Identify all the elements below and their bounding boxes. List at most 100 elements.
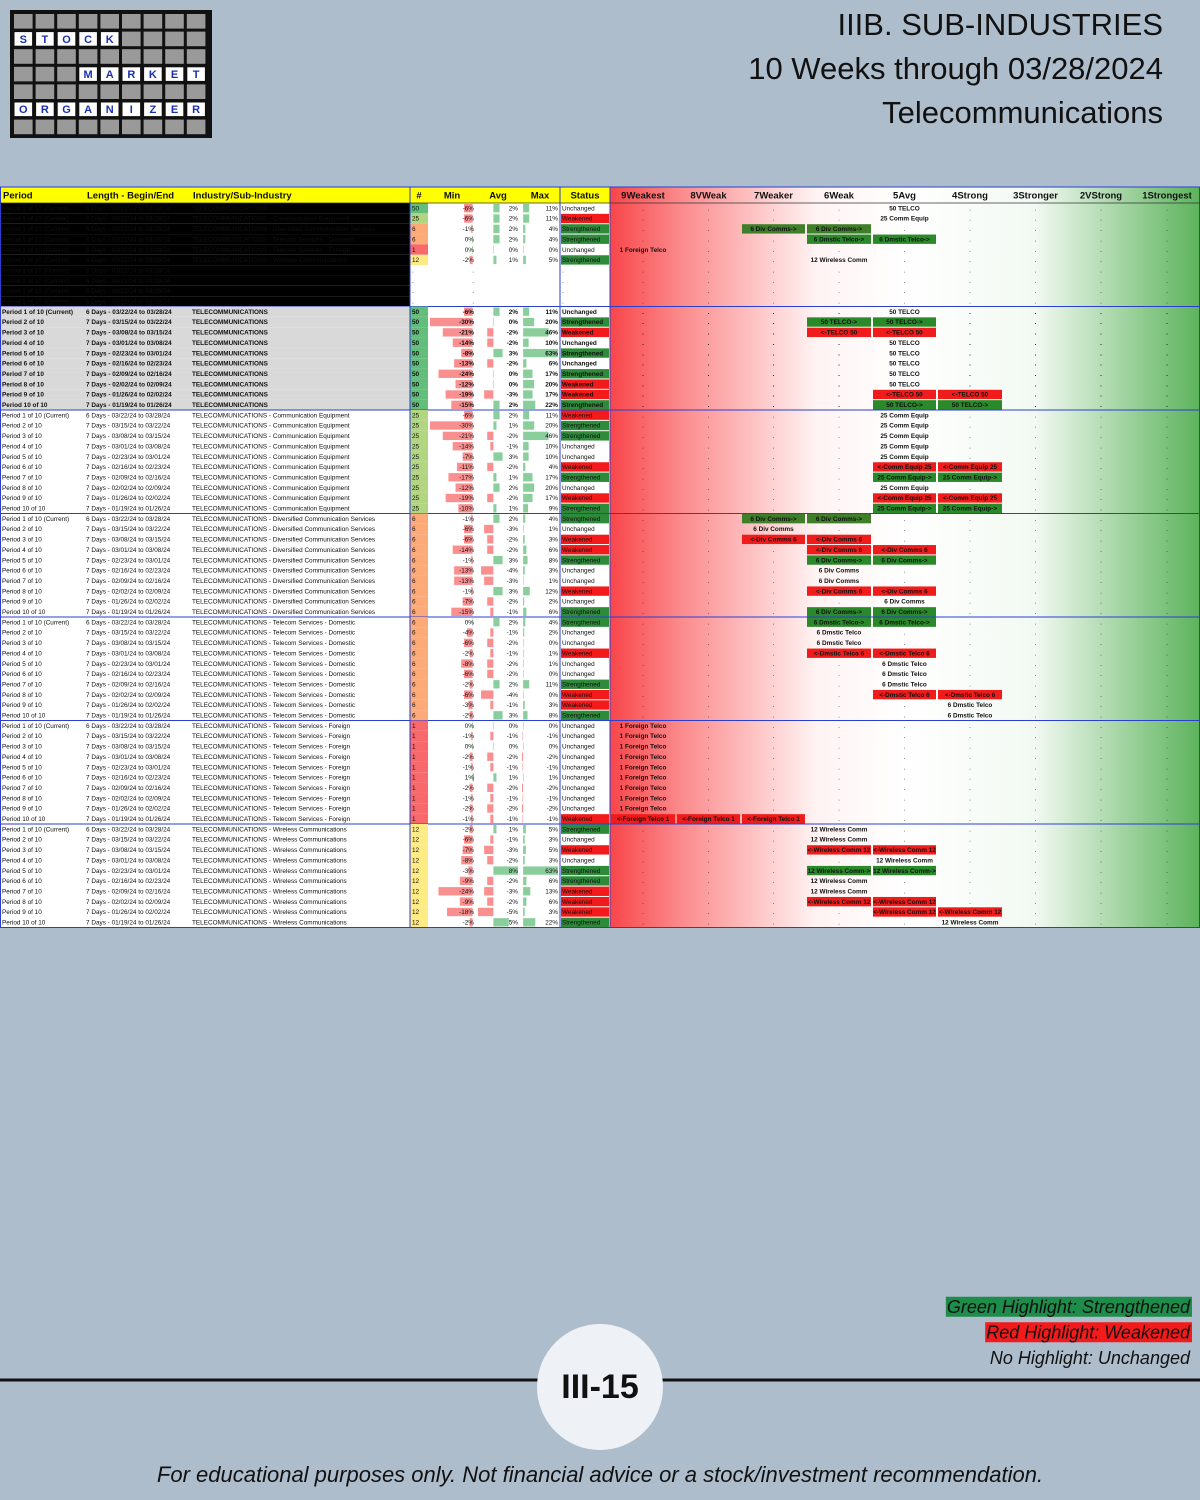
table-cell: .	[1166, 578, 1168, 585]
logo-letter: O	[19, 104, 28, 116]
table-cell: -13%	[459, 568, 474, 575]
table-cell: .	[1166, 267, 1168, 274]
data-bar	[472, 235, 474, 244]
table-cell: .	[1035, 506, 1037, 513]
table-cell: .	[969, 267, 971, 274]
table-cell: Strengthened	[562, 619, 601, 626]
table-cell: 7 Days - 03/15/24 to 03/22/24	[86, 733, 171, 740]
table-cell: 6%	[549, 899, 559, 906]
table-cell: .	[1166, 920, 1168, 927]
data-bar	[445, 493, 473, 503]
data-bar	[493, 411, 500, 420]
table-cell: <-Foreign Telco 1	[682, 816, 735, 823]
table-cell: .	[708, 888, 710, 895]
data-bar	[523, 711, 528, 720]
table-cell: -3%	[463, 868, 475, 875]
table-cell: 1	[412, 764, 416, 771]
rank-highlight	[807, 327, 871, 338]
table-cell: .	[708, 423, 710, 430]
table-cell: .	[1035, 474, 1037, 481]
table-cell: -2%	[507, 495, 519, 502]
table-cell: 7 Days - 03/15/24 to 03/22/24	[86, 630, 171, 637]
table-cell: TELECOMMUNICATIONS - Communication Equip…	[192, 412, 350, 419]
table-cell: .	[708, 681, 710, 688]
table-cell: 6 Div Comms->	[750, 516, 797, 523]
table-cell: 0%	[549, 640, 559, 647]
table-cell: .	[773, 723, 775, 730]
table-cell: Period 8 of 10	[2, 692, 42, 699]
table-cell: .	[1035, 443, 1037, 450]
table-cell: TELECOMMUNICATIONS - Communication Equip…	[192, 506, 350, 513]
table-cell: <-TELCO 50	[952, 392, 989, 399]
table-cell: .	[1100, 775, 1102, 782]
data-bar	[442, 431, 473, 441]
logo-letter: R	[127, 69, 135, 81]
data-bar	[469, 649, 473, 658]
table-cell: TELECOMMUNICATIONS - Telecom Services - …	[192, 816, 351, 823]
data-bar	[523, 317, 535, 327]
table-cell: -12%	[459, 485, 474, 492]
table-cell: .	[969, 516, 971, 523]
table-cell: .	[1035, 713, 1037, 720]
table-cell: 6 Days - 03/22/24 to 03/28/24	[86, 723, 171, 730]
table-cell: Weakened	[562, 547, 593, 554]
table-cell: .	[1166, 806, 1168, 813]
table-cell: .	[642, 288, 644, 295]
logo-tile	[57, 84, 76, 99]
table-cell: 6 Days - 03/22/24 to 03/28/24	[86, 236, 171, 243]
logo-letter: T	[42, 34, 49, 46]
table-cell: 50 TELCO->	[886, 319, 923, 326]
table-cell: Weakened	[562, 899, 593, 906]
table-cell: 6 Div Comms->	[816, 609, 863, 616]
table-cell: 3%	[549, 568, 559, 575]
table-cell: -5%	[507, 909, 519, 916]
table-cell: Period 3 of 10	[2, 330, 44, 337]
table-cell: .	[1100, 226, 1102, 233]
table-cell: .	[773, 216, 775, 223]
count-cell	[410, 906, 428, 918]
table-cell: -3%	[507, 392, 519, 399]
status-bg	[561, 462, 609, 472]
table-cell: TELECOMMUNICATIONS	[192, 330, 269, 337]
data-bar	[452, 442, 473, 451]
count-cell	[410, 803, 428, 814]
data-bar	[464, 307, 473, 316]
data-bar	[493, 307, 500, 316]
table-cell: <-TELCO 50	[886, 330, 923, 337]
table-cell: Period 1 of 10 (Current)	[2, 412, 69, 419]
table-cell: .	[1035, 733, 1037, 740]
table-cell: -1%	[507, 702, 519, 709]
table-cell: TELECOMMUNICATIONS - Wireless Communicat…	[192, 857, 347, 864]
table-cell: .	[642, 713, 644, 720]
table-cell: 12 Wireless Comm->	[808, 868, 871, 875]
table-cell: .	[773, 402, 775, 409]
table-cell: TELECOMMUNICATIONS - Wireless Communicat…	[192, 826, 347, 833]
table-cell: Period 9 of 10	[2, 495, 42, 502]
data-bar	[472, 618, 474, 627]
table-cell: -19%	[459, 392, 474, 399]
data-bar	[490, 442, 494, 451]
logo-letter-box	[35, 31, 55, 47]
data-bar	[481, 690, 494, 699]
table-cell: 25 Comm Equip->	[943, 506, 997, 513]
table-cell: .	[773, 837, 775, 844]
table-cell: -7%	[463, 599, 475, 606]
data-bar	[523, 421, 535, 430]
table-cell: 6	[412, 226, 416, 233]
count-cell	[410, 617, 428, 628]
table-cell: .	[838, 381, 840, 388]
count-cell	[410, 244, 428, 255]
table-cell: Strengthened	[562, 402, 603, 409]
table-cell: 7 Days - 03/15/24 to 03/22/24	[86, 319, 172, 326]
table-cell: Period 6 of 10	[2, 568, 42, 575]
table-cell: -2%	[463, 785, 475, 792]
table-cell: .	[642, 412, 644, 419]
table-cell: .	[1035, 888, 1037, 895]
data-bar	[523, 700, 525, 710]
cell-bg	[84, 275, 190, 286]
column-header: 7Weaker	[754, 191, 793, 202]
table-cell: .	[1100, 381, 1102, 388]
data-bar	[523, 224, 526, 234]
table-cell: 46%	[545, 330, 558, 337]
